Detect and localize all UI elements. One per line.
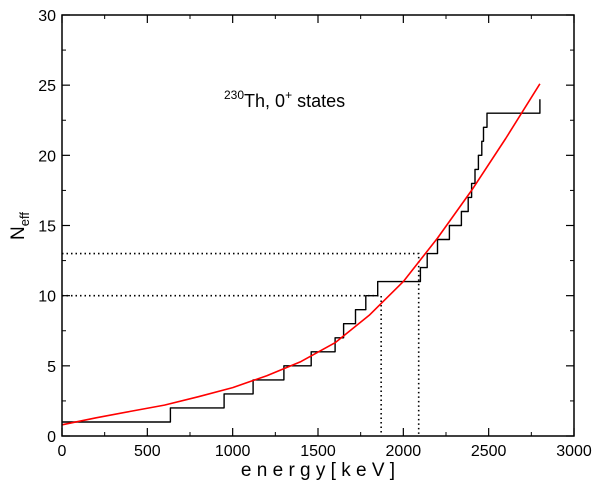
y-tick-label: 20 bbox=[38, 148, 56, 165]
x-tick-label: 500 bbox=[134, 443, 161, 460]
plot-frame bbox=[61, 14, 575, 437]
annotation-parity: + bbox=[285, 88, 292, 102]
annotation-states: states bbox=[292, 91, 345, 111]
fit-curve-series-2 bbox=[61, 83, 541, 426]
annotation-isotope-mass: 230 bbox=[224, 88, 244, 102]
y-axis-title-sub: eff bbox=[17, 212, 32, 227]
y-tick-label: 15 bbox=[38, 219, 56, 236]
y-tick-label: 10 bbox=[38, 289, 56, 306]
x-tick-label: 2000 bbox=[386, 443, 422, 460]
x-axis-title: e n e r g y [ k e V ] bbox=[241, 460, 395, 481]
x-tick-label: 0 bbox=[58, 443, 67, 460]
y-tick-label: 25 bbox=[38, 78, 56, 95]
annotation: 230Th, 0+ states bbox=[224, 88, 345, 111]
y-axis-title: Neff bbox=[8, 212, 32, 240]
reference-line-2 bbox=[62, 252, 420, 436]
x-tick-label: 2500 bbox=[471, 443, 507, 460]
y-axis-title-main: N bbox=[8, 226, 29, 240]
y-tick-label: 5 bbox=[47, 359, 56, 376]
x-tick-label: 3000 bbox=[556, 443, 592, 460]
step-line-series-1 bbox=[62, 99, 541, 423]
annotation-text: Th, 0 bbox=[244, 91, 285, 111]
y-tick-label: 30 bbox=[38, 8, 56, 25]
x-tick-label: 1000 bbox=[215, 443, 251, 460]
y-tick-label: 0 bbox=[47, 429, 56, 446]
x-tick-label: 1500 bbox=[300, 443, 336, 460]
